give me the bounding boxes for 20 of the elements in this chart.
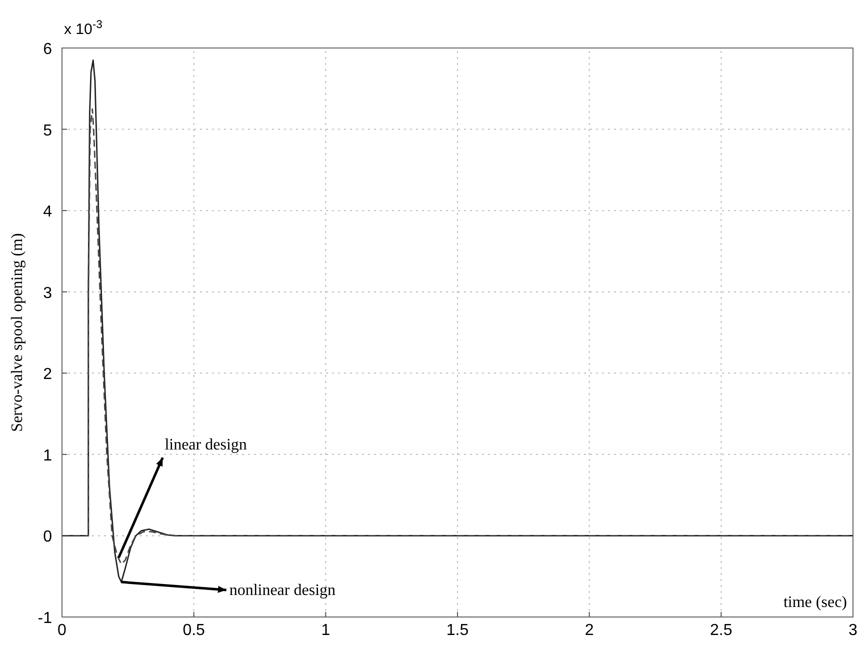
x-tick-label: 1 bbox=[321, 622, 330, 639]
x-tick-label: 0 bbox=[58, 622, 67, 639]
annotation: nonlinear design bbox=[229, 582, 336, 600]
y-tick-label: -1 bbox=[38, 610, 52, 627]
y-tick-label: 3 bbox=[43, 284, 52, 302]
x-tick-label: 2 bbox=[584, 622, 594, 639]
y-tick-label: 4 bbox=[43, 204, 52, 221]
y-tick-label: 6 bbox=[43, 41, 52, 58]
text: x 10$^{-3}$ bbox=[64, 19, 102, 38]
y-tick-label: 1 bbox=[43, 447, 52, 464]
y-tick-label: 0 bbox=[43, 528, 52, 546]
y-tick-label: 5 bbox=[43, 122, 52, 140]
y-axis-title: Servo-valve spool opening (m) bbox=[9, 233, 26, 432]
x-tick-label: 2.5 bbox=[710, 622, 732, 639]
x-axis-title: time (sec) bbox=[783, 594, 847, 611]
annotation: linear design bbox=[164, 436, 247, 454]
x-tick-label: 1.5 bbox=[446, 622, 469, 639]
x-tick-label: 0.5 bbox=[182, 622, 206, 639]
x-tick-label: 3 bbox=[848, 622, 858, 639]
y-tick-label: 2 bbox=[43, 366, 52, 384]
